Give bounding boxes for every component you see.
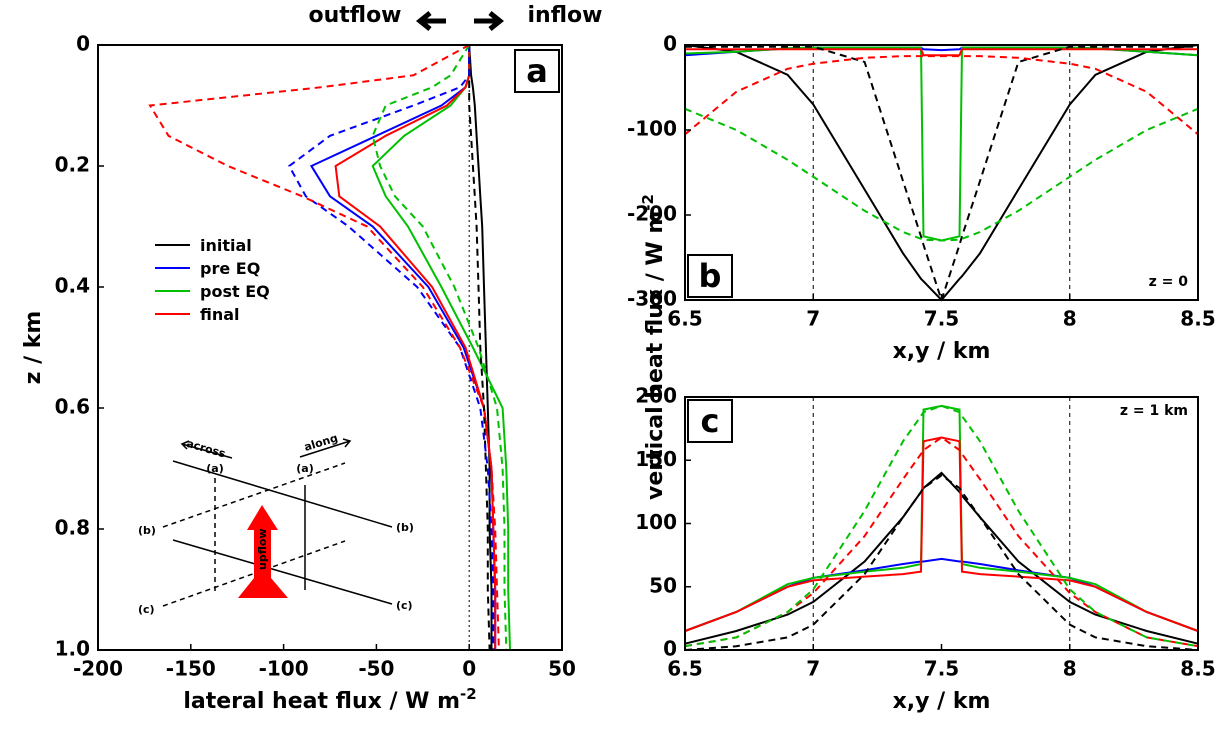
y-tick-label: 0: [76, 32, 90, 56]
inset-diagram: [162, 438, 393, 607]
outflow-arrow: [415, 11, 446, 31]
series-line: [684, 55, 1199, 136]
x-tick-label: 6.5: [667, 307, 702, 331]
y-tick-label: 0: [663, 637, 677, 661]
panel-letter-box: [514, 49, 560, 93]
inset-label: (b): [138, 524, 156, 537]
y-tick-label: -100: [627, 117, 677, 141]
y-tick-label: 0.6: [55, 395, 90, 419]
x-axis-label: x,y / km: [893, 689, 991, 714]
series-line: [684, 557, 1199, 632]
x-axis-label-main: lateral heat flux / W m: [183, 689, 460, 714]
x-tick-label: -150: [166, 657, 216, 681]
y-axis-label: vertical heat flux / W m-2: [639, 194, 668, 500]
y-tick-label: 1.0: [55, 637, 90, 661]
series-line: [684, 436, 1199, 632]
series-line: [148, 44, 500, 651]
inset-line: [162, 462, 346, 528]
y-axis-label: z / km: [21, 311, 46, 385]
legend-label: post EQ: [200, 282, 270, 301]
panel-letter-box: [687, 254, 733, 298]
inset-line: [172, 539, 393, 605]
inset-line: [172, 460, 393, 528]
series-line: [684, 436, 1199, 648]
y-tick-label: 0.2: [55, 153, 90, 177]
y-tick-label: 100: [635, 510, 677, 534]
x-tick-label: -50: [358, 657, 394, 681]
series-line: [684, 107, 1199, 242]
series-line: [334, 45, 497, 650]
series-line: [684, 44, 1199, 302]
x-tick-label: -200: [73, 657, 123, 681]
x-tick-label: 7.5: [924, 657, 959, 681]
x-tick-label: 8: [1063, 307, 1077, 331]
inset-arrow: [180, 440, 233, 459]
x-tick-label: 8: [1063, 657, 1077, 681]
x-tick-label: 50: [548, 657, 576, 681]
x-tick-label: 0: [462, 657, 476, 681]
x-tick-label: 7: [806, 657, 820, 681]
outflow-label: outflow: [308, 3, 401, 28]
y-tick-label: 50: [649, 573, 677, 597]
panel-note: z = 0: [1149, 274, 1189, 290]
x-tick-label: 8.5: [1180, 307, 1215, 331]
plot-frame: [97, 44, 563, 651]
series-line: [684, 471, 1199, 645]
y-tick-label: 0: [663, 32, 677, 56]
x-axis-label: x,y / km: [893, 339, 991, 364]
panel-letter: c: [701, 402, 720, 440]
series-line: [684, 474, 1199, 651]
inset-arrow: [299, 438, 352, 458]
legend-label: pre EQ: [200, 259, 260, 278]
x-tick-label: 7.5: [924, 307, 959, 331]
inflow-arrow: [474, 11, 505, 31]
series-line: [371, 44, 508, 651]
series-line: [685, 45, 1198, 304]
x-tick-label: 7: [806, 307, 820, 331]
legend-label: final: [200, 305, 240, 324]
y-axis-label-sup: -2: [639, 194, 657, 211]
series-line: [684, 404, 1199, 648]
y-tick-label: 0.4: [55, 274, 90, 298]
inset-label: (b): [396, 521, 414, 534]
inset-label: (a): [206, 462, 223, 475]
series-line: [371, 45, 511, 651]
inset-label: (c): [396, 599, 413, 612]
y-axis-label-main: vertical heat flux / W m: [643, 211, 668, 500]
y-tick-label: 200: [635, 384, 677, 408]
panel-note: z = 1 km: [1120, 403, 1188, 419]
panel-letter: b: [699, 257, 722, 295]
series-line: [468, 45, 491, 651]
inset-label: upflow: [256, 528, 269, 570]
legend-label: initial: [200, 236, 252, 255]
plot-frame: [684, 396, 1199, 651]
x-tick-label: 6.5: [667, 657, 702, 681]
inset-label: across: [185, 437, 227, 461]
panel-letter-box: [687, 399, 733, 443]
inflow-label: inflow: [528, 3, 603, 28]
y-tick-label: 0.8: [55, 516, 90, 540]
series-line: [287, 45, 495, 650]
y-tick-label: -200: [627, 202, 677, 226]
y-tick-label: -300: [627, 287, 677, 311]
plot-frame: [684, 44, 1199, 301]
panel-letter: a: [526, 52, 548, 90]
inset-label: (c): [138, 603, 155, 616]
inset-label: (a): [296, 462, 313, 475]
y-tick-label: 150: [635, 447, 677, 471]
x-axis-label-sup: -2: [460, 685, 477, 703]
upflow-arrow: [238, 505, 288, 598]
x-tick-label: -100: [259, 657, 309, 681]
x-axis-label: lateral heat flux / W m-2: [183, 685, 476, 714]
x-tick-label: 8.5: [1180, 657, 1215, 681]
series-line: [684, 404, 1199, 632]
